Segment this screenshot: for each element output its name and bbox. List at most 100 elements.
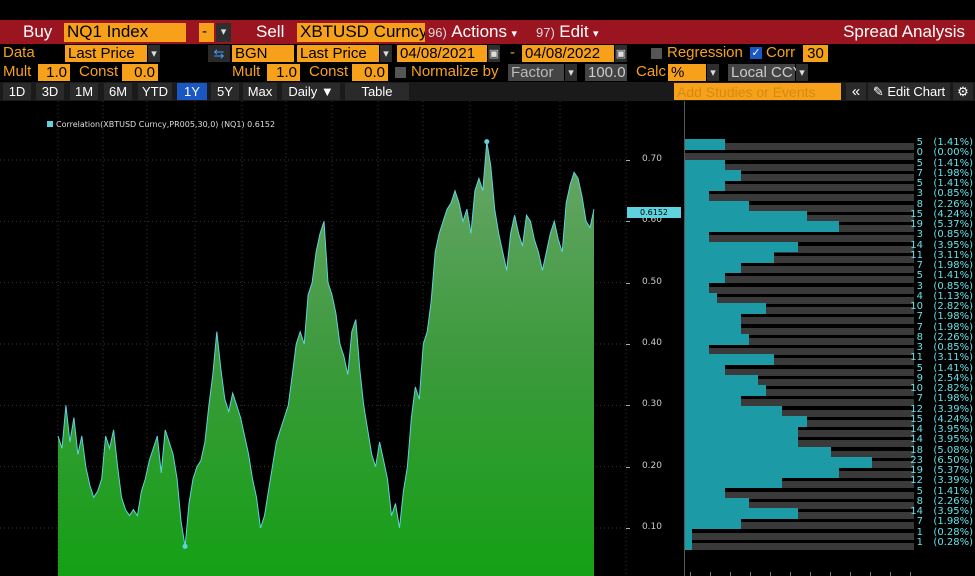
mult-input-2[interactable]: 1.0 [267, 64, 300, 81]
mult-input[interactable]: 1.0 [38, 64, 70, 81]
histogram-bar [684, 241, 799, 253]
data-field-chevron-icon[interactable]: ▾ [148, 45, 160, 62]
corr-window-input[interactable]: 30 [803, 45, 828, 62]
histogram-bar [684, 436, 799, 447]
histogram-bar [684, 354, 774, 365]
histogram-track [684, 542, 914, 550]
end-calendar-icon[interactable]: ▣ [615, 45, 627, 62]
period-3d-button[interactable]: 3D [36, 83, 64, 100]
calc-chevron-icon[interactable]: ▾ [707, 64, 719, 81]
actions-menu[interactable]: 96) Actions ▾ [428, 22, 529, 42]
table-button[interactable]: Table [345, 83, 409, 100]
histogram-count-label: 14 (3.95%) [909, 240, 973, 251]
const-input-2[interactable]: 0.0 [352, 64, 388, 81]
actions-number: 96) [428, 25, 447, 40]
operator-chevron-icon[interactable]: ▾ [216, 23, 231, 42]
correlation-line [57, 141, 595, 547]
currency-dropdown[interactable]: Local CCY [728, 64, 803, 81]
histogram-count-label: 5 (1.41%) [909, 158, 973, 169]
histogram-percent: (2.26%) [933, 495, 973, 507]
start-date-input[interactable]: 04/08/2021 [397, 45, 487, 62]
edit-menu[interactable]: 97) Edit ▾ [536, 22, 611, 42]
histogram-count: 5 [916, 362, 923, 374]
histogram-percent: (3.95%) [933, 506, 973, 517]
histogram-count-label: 7 (1.98%) [909, 311, 973, 322]
histogram-track [684, 389, 914, 396]
legend-swatch [47, 121, 53, 127]
histogram-count-label: 5 (1.41%) [909, 485, 973, 497]
data-field-dropdown[interactable]: Last Price [65, 45, 147, 62]
histogram-count: 1 [916, 526, 923, 538]
chart-panel[interactable] [0, 101, 683, 576]
histogram-count-label: 15 (4.24%) [909, 209, 973, 220]
histogram-count-label: 23 (6.50%) [909, 454, 973, 466]
data-field2-dropdown[interactable]: Last Price [297, 45, 379, 62]
buy-security-input[interactable]: NQ1 Index [64, 23, 186, 42]
actions-chevron-icon: ▾ [511, 28, 517, 40]
histogram-percent: (3.39%) [933, 403, 973, 415]
buy-label: Buy [23, 22, 53, 41]
histogram-percent: (0.28%) [933, 536, 973, 548]
histogram-count: 0 [916, 147, 923, 159]
start-calendar-icon[interactable]: ▣ [488, 45, 500, 62]
sell-security-input[interactable]: XBTUSD Curncy [297, 23, 425, 42]
histogram-count: 7 [916, 167, 923, 179]
period-1m-button[interactable]: 1M [70, 83, 98, 100]
end-date-input[interactable]: 04/08/2022 [522, 45, 614, 62]
y-tick-label: 0.40 [641, 338, 662, 348]
bgn-source-input[interactable]: BGN [232, 45, 294, 62]
histogram-track [684, 522, 914, 530]
histogram-track [684, 307, 914, 314]
histogram-percent: (3.95%) [933, 434, 973, 446]
histogram-percent: (1.41%) [933, 362, 973, 374]
regression-checkbox[interactable] [651, 48, 662, 59]
histogram-count: 11 [910, 249, 923, 261]
const-label: Const [79, 63, 119, 80]
pencil-icon: ✎ [872, 84, 884, 99]
current-value-marker: 0.6152 [627, 207, 681, 218]
histogram-count: 5 [916, 485, 923, 497]
period-ytd-button[interactable]: YTD [138, 83, 172, 100]
settings-gear-icon[interactable]: ⚙ [953, 83, 973, 100]
histogram-bar [684, 467, 840, 478]
histogram-count-label: 3 (0.85%) [909, 229, 973, 240]
histogram-bar [684, 415, 807, 427]
y-tick-label: 0.10 [641, 522, 662, 532]
period-max-button[interactable]: Max [243, 83, 277, 100]
histogram-percent: (6.50%) [933, 454, 973, 466]
histogram-count-label: 9 (2.54%) [909, 373, 973, 384]
normalize-checkbox[interactable] [395, 67, 406, 78]
add-studies-input[interactable]: Add Studies or Events [674, 83, 841, 100]
corr-checkbox[interactable]: ✓ [750, 47, 762, 59]
y-tick-mark [626, 221, 630, 223]
normalize-dropdown[interactable]: Factor [508, 64, 564, 81]
period-1y-button[interactable]: 1Y [177, 83, 207, 100]
histogram-track [684, 235, 914, 243]
frequency-dropdown[interactable]: Daily ▼ [282, 83, 340, 100]
histogram-percent: (4.24%) [933, 413, 973, 425]
normalize-chevron-icon[interactable]: ▾ [565, 64, 577, 81]
edit-chart-button[interactable]: ✎ Edit Chart [868, 83, 950, 100]
histogram-track [684, 440, 914, 448]
operator-dropdown[interactable]: - [199, 23, 214, 42]
collapse-chevron-icon[interactable]: « [846, 83, 866, 100]
histogram-bar [684, 262, 742, 273]
histogram-bar [684, 456, 872, 468]
currency-chevron-icon[interactable]: ▾ [796, 64, 808, 81]
histogram-count: 15 [910, 413, 923, 425]
histogram-axis [684, 101, 685, 576]
const-input[interactable]: 0.0 [122, 64, 158, 81]
factor-input[interactable]: 100.0 [585, 64, 627, 81]
histogram-count-label: 10 (2.82%) [909, 301, 973, 312]
correlation-area-chart [0, 101, 627, 576]
actions-label: Actions [451, 22, 507, 41]
period-1d-button[interactable]: 1D [3, 83, 31, 100]
swap-icon[interactable]: ⇆ [208, 45, 230, 62]
histogram-track [684, 143, 914, 150]
period-5y-button[interactable]: 5Y [211, 83, 239, 100]
calc-dropdown[interactable]: % [668, 64, 706, 81]
period-6m-button[interactable]: 6M [104, 83, 132, 100]
histogram-count: 3 [916, 342, 923, 353]
data-field2-chevron-icon[interactable]: ▾ [380, 45, 392, 62]
histogram-bar [684, 169, 742, 181]
